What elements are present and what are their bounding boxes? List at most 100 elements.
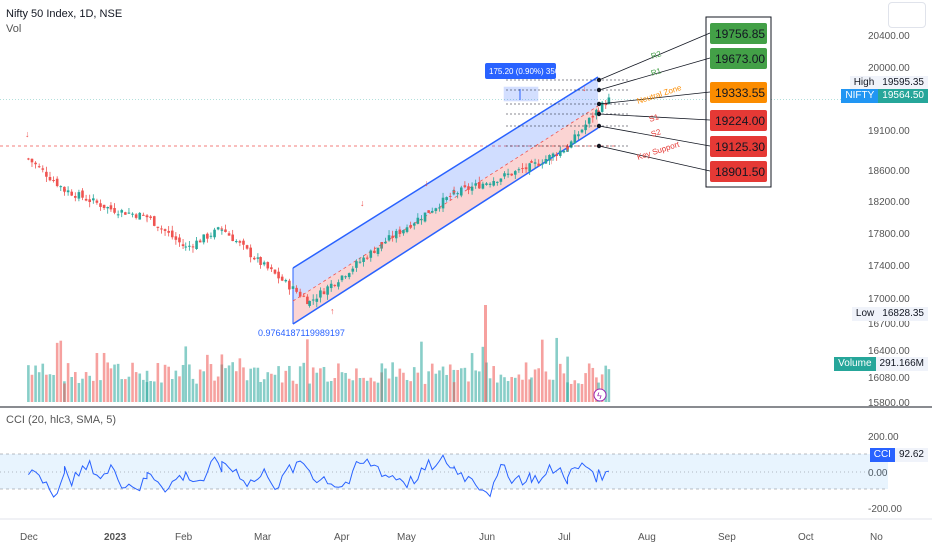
cci-band — [0, 454, 888, 489]
candle-body — [434, 208, 438, 212]
volume-bar — [163, 364, 167, 402]
low-tag-label: Low — [851, 307, 879, 321]
volume-bar — [394, 376, 398, 402]
level-name: R2 — [650, 49, 663, 61]
volume-bar — [600, 374, 604, 402]
level-box — [710, 82, 767, 103]
candle-body — [131, 213, 134, 215]
volume-bar — [587, 363, 591, 402]
candle-body — [423, 212, 427, 222]
candle-body — [174, 236, 178, 240]
chart-settings-button[interactable] — [888, 2, 926, 28]
volume-bar — [99, 380, 102, 402]
candle-body — [202, 234, 206, 243]
volume-bar — [152, 381, 156, 402]
volume-bar — [333, 378, 337, 402]
volume-tag: Volume 291.166M — [834, 357, 928, 371]
candle-body — [333, 284, 337, 286]
volume-bar — [441, 366, 445, 402]
volume-bar — [544, 371, 548, 402]
level-box — [710, 161, 767, 182]
cci-line — [27, 454, 610, 498]
volume-bar — [134, 372, 138, 402]
volume-bar — [456, 369, 459, 402]
candle-body — [412, 223, 416, 226]
candle-body — [127, 212, 131, 214]
candle-body — [213, 229, 216, 238]
candle-body — [256, 257, 260, 259]
candle-body — [249, 247, 252, 258]
volume-bar — [55, 342, 59, 402]
high-tag-label: High — [849, 76, 879, 90]
volume-bar — [566, 356, 569, 402]
candle-body — [365, 257, 369, 259]
high-tag-value: 19595.35 — [878, 76, 928, 90]
volume-bar — [510, 376, 513, 402]
candle-body — [488, 183, 492, 185]
candle-body — [315, 298, 319, 302]
candle-body — [63, 188, 66, 192]
candle-body — [181, 244, 185, 247]
volume-bar — [191, 378, 195, 402]
candle-body — [184, 246, 188, 248]
candle-body — [430, 210, 434, 213]
volume-bar — [227, 365, 231, 402]
volume-bar — [398, 368, 402, 402]
candle-body — [558, 150, 562, 156]
candle-body — [510, 173, 513, 176]
candle-body — [456, 193, 459, 195]
measure-label-bg — [485, 63, 556, 79]
volume-bar — [607, 369, 611, 402]
volume-bar — [284, 370, 288, 402]
volume-bar — [74, 372, 77, 402]
level-name: R1 — [650, 66, 663, 78]
candle-body — [362, 257, 365, 262]
candle-body — [160, 228, 163, 230]
candle-body — [167, 230, 170, 233]
candle-body — [45, 171, 48, 177]
down-arrow-marker: ↓ — [424, 178, 429, 188]
candle-body — [326, 286, 329, 295]
candle-body — [178, 237, 181, 243]
candle-body — [477, 182, 481, 189]
volume-bar — [302, 362, 306, 402]
volume-bar — [537, 368, 540, 402]
volume-bar — [420, 341, 423, 402]
volume-bar — [295, 383, 298, 402]
volume-bar — [402, 372, 405, 402]
volume-bar — [41, 363, 45, 402]
volume-bar — [492, 366, 495, 402]
candle-body — [467, 186, 470, 190]
price-axis-label: 17000.00 — [868, 294, 910, 305]
candle-body — [481, 183, 485, 189]
volume-bar — [145, 370, 149, 402]
volume-bar — [184, 346, 188, 402]
candle-body — [234, 241, 238, 243]
candle-body — [55, 178, 59, 187]
volume-bar — [70, 377, 73, 402]
volume-bar — [319, 368, 322, 402]
down-arrow-marker: ↓ — [360, 198, 365, 208]
candle-body — [84, 198, 88, 201]
candle-body — [113, 208, 116, 213]
volume-tag-label: Volume — [834, 357, 876, 371]
candle-body — [584, 124, 587, 131]
candle-body — [220, 229, 224, 231]
volume-bar — [488, 378, 492, 402]
volume-bar — [30, 374, 34, 402]
volume-bar — [470, 353, 474, 402]
candle-body — [41, 168, 45, 170]
candle-body — [551, 153, 555, 158]
candle-body — [373, 250, 376, 253]
candle-body — [138, 212, 142, 220]
candle-body — [280, 276, 284, 281]
candle-body — [306, 296, 309, 305]
volume-bar — [506, 381, 510, 402]
candle-body — [391, 235, 394, 238]
volume-bar — [604, 365, 608, 402]
level-name: S1 — [648, 112, 661, 124]
volume-bar — [474, 370, 477, 402]
volume-bar — [178, 376, 181, 402]
candle-body — [163, 229, 167, 231]
